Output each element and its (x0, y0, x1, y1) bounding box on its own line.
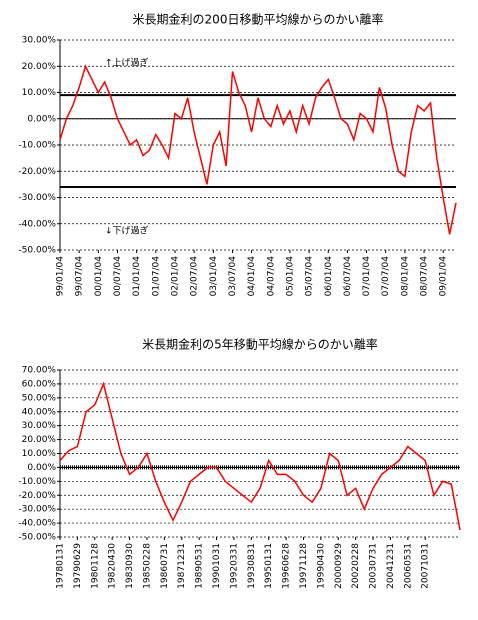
y-tick-label: 30.00% (22, 36, 57, 46)
x-tick-label: 00/01/04 (94, 256, 104, 297)
x-tick-label: 19780131 (56, 543, 66, 589)
x-tick-label: 19901031 (212, 543, 222, 589)
y-tick-label: -20.00% (18, 167, 56, 177)
y-tick-label: 10.00% (22, 449, 57, 459)
y-tick-label: 20.00% (22, 62, 57, 72)
x-tick-label: 19790629 (73, 543, 83, 589)
x-tick-label: 08/07/04 (420, 256, 430, 297)
x-tick-label: 07/07/04 (381, 256, 391, 297)
x-tick-label: 09/01/04 (439, 256, 449, 297)
y-tick-label: 60.00% (22, 379, 57, 389)
x-tick-label: 19890531 (195, 543, 205, 589)
annotation: ↑上げ過ぎ (105, 57, 149, 69)
x-tick-label: 99/01/04 (56, 256, 66, 297)
x-tick-label: 01/01/04 (132, 256, 142, 297)
x-tick-label: 20030731 (369, 543, 379, 589)
y-tick-label: 70.00% (22, 366, 57, 376)
y-tick-label: -50.00% (18, 533, 56, 543)
x-tick-label: 20060531 (403, 543, 413, 589)
data-line (59, 381, 461, 531)
x-tick-label: 19920331 (229, 543, 239, 589)
x-tick-label: 19871231 (177, 543, 187, 589)
x-tick-label: 20041231 (386, 543, 396, 589)
y-tick-label: 40.00% (22, 407, 57, 417)
x-tick-label: 04/01/04 (247, 256, 257, 297)
y-tick-label: 20.00% (22, 435, 57, 445)
x-tick-label: 00/07/04 (113, 256, 123, 297)
y-tick-label: -10.00% (18, 141, 56, 151)
x-tick-label: 19820430 (108, 543, 118, 589)
x-tick-label: 01/07/04 (151, 256, 161, 297)
y-tick-label: -30.00% (18, 505, 56, 515)
x-tick-label: 06/07/04 (343, 256, 353, 297)
y-tick-label: -20.00% (18, 491, 56, 501)
x-tick-label: 04/07/04 (266, 256, 276, 297)
x-tick-label: 19930831 (247, 543, 257, 589)
x-tick-label: 20071031 (421, 543, 431, 589)
x-tick-label: 19850228 (142, 543, 152, 589)
x-tick-label: 07/01/04 (362, 256, 372, 297)
y-tick-label: 0.00% (27, 463, 56, 473)
x-tick-label: 19950131 (264, 543, 274, 589)
x-tick-label: 19971128 (299, 543, 309, 589)
x-tick-label: 03/07/04 (228, 256, 238, 297)
y-tick-label: -30.00% (18, 193, 56, 203)
x-tick-label: 02/07/04 (190, 256, 200, 297)
x-tick-label: 05/01/04 (285, 256, 295, 297)
x-tick-label: 19990430 (316, 543, 326, 589)
y-tick-label: -40.00% (18, 219, 56, 229)
x-tick-label: 19830930 (125, 543, 135, 589)
y-tick-label: -10.00% (18, 477, 56, 487)
y-tick-label: 10.00% (22, 88, 57, 98)
y-tick-label: -50.00% (18, 246, 56, 256)
x-tick-label: 08/01/04 (400, 256, 410, 297)
x-tick-label: 99/07/04 (75, 256, 85, 297)
x-tick-label: 20000929 (334, 543, 344, 589)
x-tick-label: 19801128 (90, 543, 100, 589)
x-tick-label: 20020228 (351, 543, 361, 589)
chart-title: 米長期金利の200日移動平均線からのかい離率 (133, 12, 384, 27)
x-tick-label: 19860731 (160, 543, 170, 589)
x-tick-label: 19960628 (282, 543, 292, 589)
chart-title: 米長期金利の5年移動平均線からのかい離率 (142, 337, 378, 352)
x-tick-label: 05/07/04 (305, 256, 315, 297)
x-tick-label: 03/01/04 (209, 256, 219, 297)
y-tick-label: 50.00% (22, 393, 57, 403)
data-line (59, 64, 457, 235)
x-tick-label: 06/01/04 (324, 256, 334, 297)
y-tick-label: 0.00% (27, 114, 56, 124)
x-tick-label: 02/01/04 (170, 256, 180, 297)
y-tick-label: 30.00% (22, 421, 57, 431)
annotation: ↓下げ過ぎ (105, 225, 149, 237)
y-tick-label: -40.00% (18, 519, 56, 529)
